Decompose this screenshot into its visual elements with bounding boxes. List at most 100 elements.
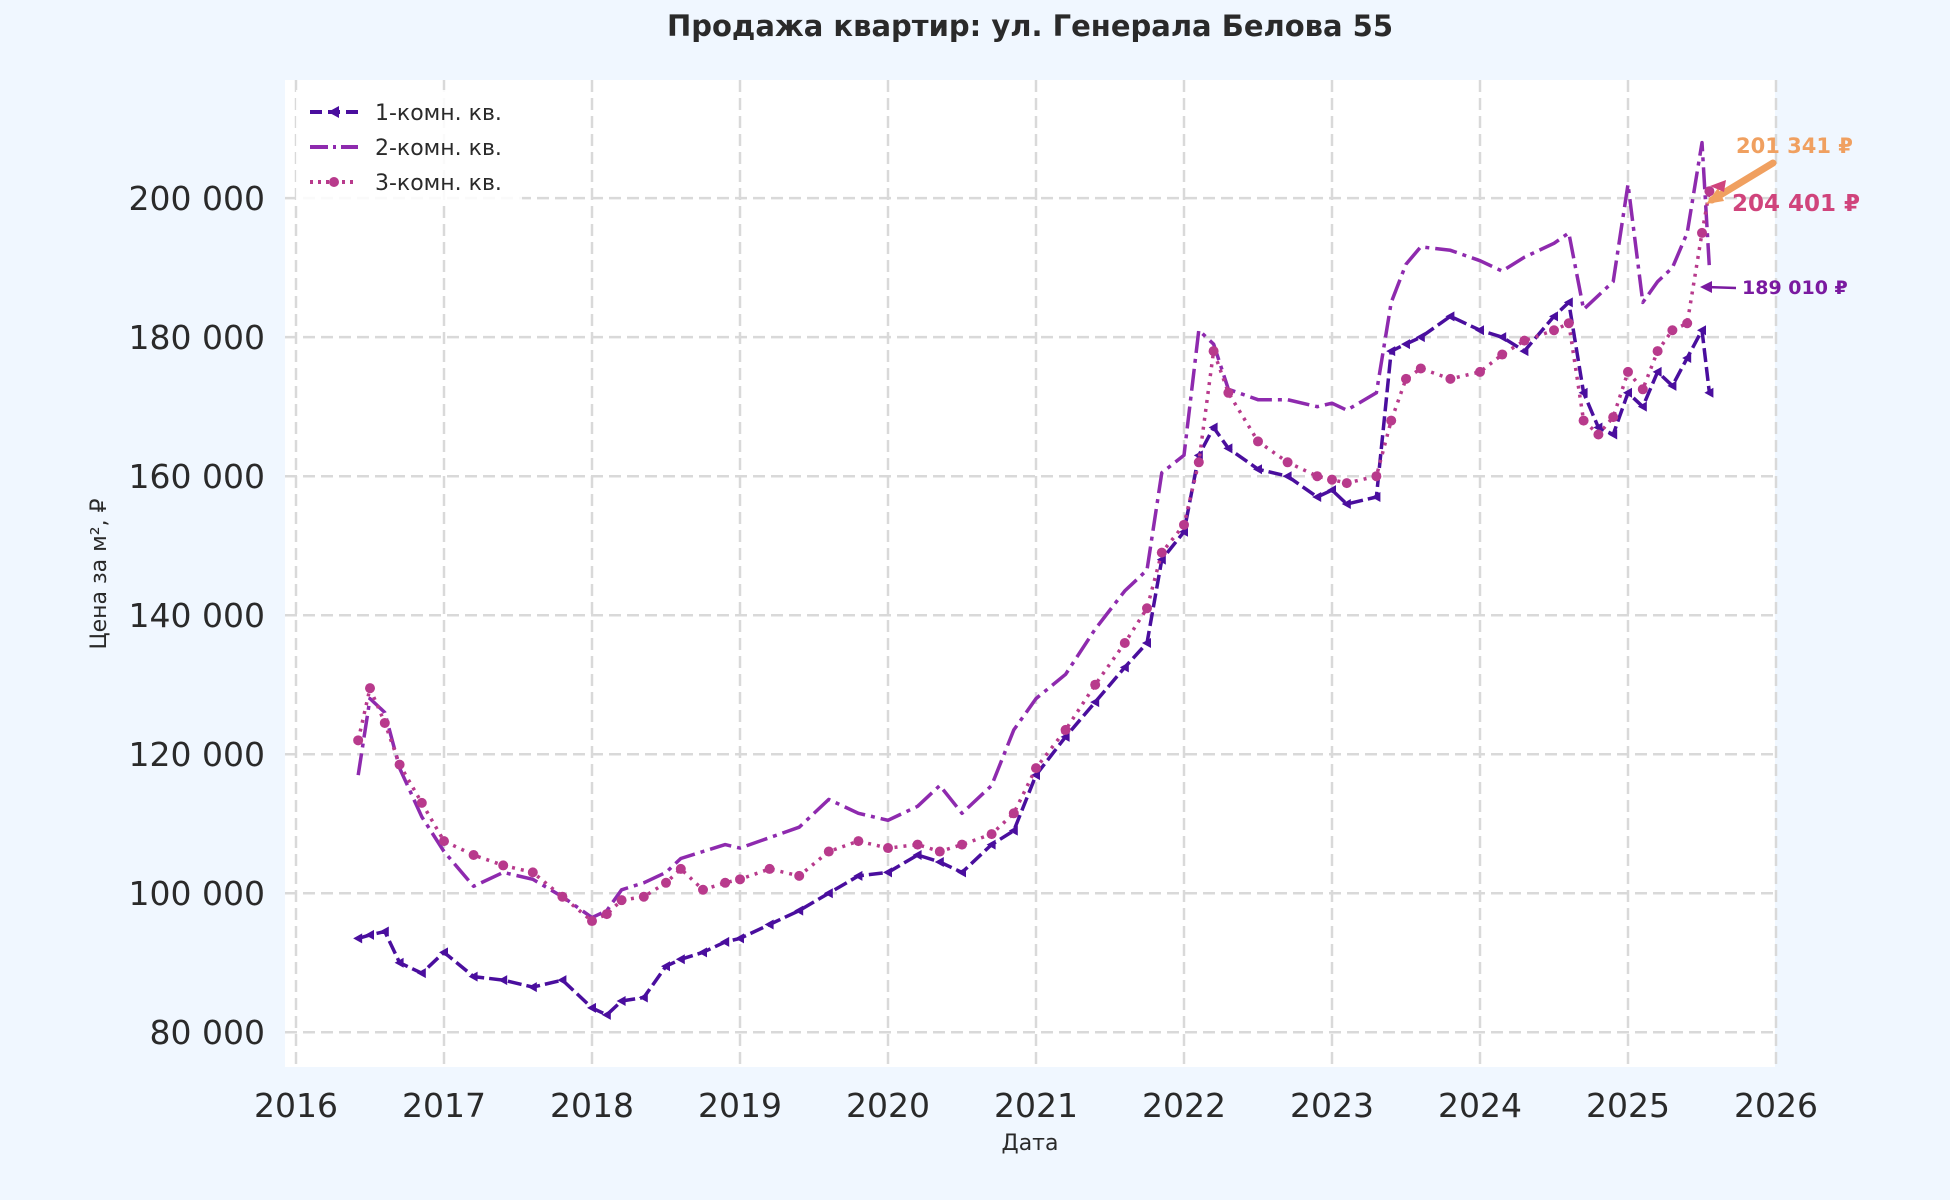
data-point-3k bbox=[468, 850, 479, 861]
legend-label-3k: 3-комн. кв. bbox=[375, 171, 502, 196]
series-line-2k bbox=[356, 140, 1712, 920]
data-point-1k bbox=[698, 947, 707, 958]
data-point-3k bbox=[416, 797, 427, 808]
data-point-3k bbox=[616, 895, 627, 906]
data-point-3k bbox=[439, 836, 449, 847]
data-point-3k bbox=[1519, 335, 1530, 346]
data-point-3k bbox=[1578, 415, 1589, 426]
data-point-1k bbox=[1445, 311, 1455, 322]
data-point-3k bbox=[498, 860, 509, 871]
data-point-1k bbox=[1475, 325, 1484, 336]
data-point-3k bbox=[1445, 373, 1456, 384]
data-point-3k bbox=[1475, 366, 1485, 377]
data-point-1k bbox=[557, 975, 567, 986]
data-point-3k bbox=[735, 874, 745, 885]
x-tick-label: 2016 bbox=[254, 1086, 338, 1125]
arrow-marker-icon bbox=[328, 106, 339, 118]
data-point-1k bbox=[587, 1002, 596, 1013]
data-point-1k bbox=[1090, 697, 1100, 708]
legend-item-1: 1-комн. кв. bbox=[310, 101, 502, 126]
annotation-label-1k: 201 341 ₽ bbox=[1736, 134, 1853, 158]
legend-item-3: 3-комн. кв. bbox=[310, 171, 502, 196]
data-point-3k bbox=[1341, 478, 1352, 489]
data-point-3k bbox=[1704, 186, 1715, 197]
data-point-3k bbox=[587, 916, 597, 927]
data-point-1k bbox=[379, 926, 389, 937]
data-point-3k bbox=[823, 846, 834, 857]
data-point-1k bbox=[1401, 339, 1410, 350]
data-point-1k bbox=[1652, 366, 1662, 377]
data-point-1k bbox=[957, 867, 966, 878]
data-point-1k bbox=[353, 933, 363, 944]
data-point-3k bbox=[1637, 384, 1648, 395]
data-point-1k bbox=[1415, 332, 1425, 343]
data-point-3k bbox=[601, 909, 612, 920]
data-point-1k bbox=[1312, 492, 1322, 503]
data-point-1k bbox=[1497, 332, 1507, 343]
data-point-3k bbox=[1697, 227, 1707, 238]
data-point-1k bbox=[1386, 346, 1396, 357]
x-axis-label: Дата bbox=[1002, 1131, 1059, 1156]
data-point-1k bbox=[986, 839, 996, 850]
data-point-3k bbox=[1608, 412, 1619, 423]
dot-marker-icon bbox=[329, 177, 339, 187]
x-tick-label: 2022 bbox=[1142, 1086, 1226, 1125]
data-point-3k bbox=[1415, 363, 1426, 374]
x-tick-label: 2026 bbox=[1734, 1086, 1818, 1125]
data-point-3k bbox=[1060, 724, 1071, 735]
data-point-1k bbox=[853, 870, 863, 881]
data-point-3k bbox=[986, 829, 997, 840]
y-tick-label: 180 000 bbox=[129, 318, 265, 357]
data-point-1k bbox=[394, 957, 404, 968]
data-point-1k bbox=[1519, 346, 1529, 357]
data-point-3k bbox=[1031, 763, 1041, 774]
y-tick-label: 140 000 bbox=[129, 596, 265, 635]
data-point-1k bbox=[1142, 638, 1151, 649]
data-point-3k bbox=[1223, 387, 1234, 398]
y-axis-label: Цена за м², ₽ bbox=[87, 498, 112, 649]
data-point-1k bbox=[439, 947, 448, 958]
data-point-1k bbox=[1253, 464, 1262, 475]
x-tick-label: 2023 bbox=[1290, 1086, 1374, 1125]
data-point-1k bbox=[1223, 443, 1233, 454]
data-point-3k bbox=[1682, 318, 1693, 329]
data-point-1k bbox=[1697, 325, 1706, 336]
data-point-1k bbox=[735, 933, 744, 944]
x-tick-label: 2017 bbox=[402, 1086, 486, 1125]
x-tick-label: 2018 bbox=[550, 1086, 634, 1125]
data-point-1k bbox=[1637, 401, 1647, 412]
data-point-1k bbox=[934, 856, 944, 867]
data-point-1k bbox=[638, 992, 648, 1003]
data-point-3k bbox=[764, 863, 775, 874]
x-tick-label: 2024 bbox=[1438, 1086, 1522, 1125]
data-point-1k bbox=[498, 975, 508, 986]
data-point-3k bbox=[1282, 457, 1293, 468]
annotation-label-3k: 204 401 ₽ bbox=[1732, 191, 1860, 217]
series-group bbox=[353, 140, 1715, 1020]
data-point-3k bbox=[675, 863, 686, 874]
data-point-1k bbox=[1119, 662, 1129, 673]
data-point-3k bbox=[1371, 471, 1382, 482]
data-point-3k bbox=[1497, 349, 1508, 360]
data-point-3k bbox=[1156, 547, 1167, 558]
data-point-3k bbox=[379, 717, 390, 728]
x-tick-label: 2020 bbox=[846, 1086, 930, 1125]
data-point-3k bbox=[1386, 415, 1397, 426]
data-point-3k bbox=[1208, 346, 1219, 357]
data-point-3k bbox=[883, 843, 893, 854]
data-point-3k bbox=[661, 877, 671, 888]
data-point-1k bbox=[468, 971, 478, 982]
y-tick-label: 100 000 bbox=[129, 874, 265, 913]
data-point-3k bbox=[698, 884, 708, 895]
data-point-3k bbox=[1401, 373, 1411, 384]
data-point-1k bbox=[527, 982, 537, 993]
data-point-3k bbox=[1327, 474, 1337, 485]
annotation-arrow-1k bbox=[1708, 159, 1777, 204]
data-point-1k bbox=[601, 1009, 611, 1020]
data-point-1k bbox=[1327, 485, 1336, 496]
data-point-3k bbox=[957, 839, 967, 850]
data-point-1k bbox=[1341, 498, 1351, 509]
data-point-1k bbox=[764, 919, 774, 930]
legend-label-2k: 2-комн. кв. bbox=[375, 136, 502, 161]
